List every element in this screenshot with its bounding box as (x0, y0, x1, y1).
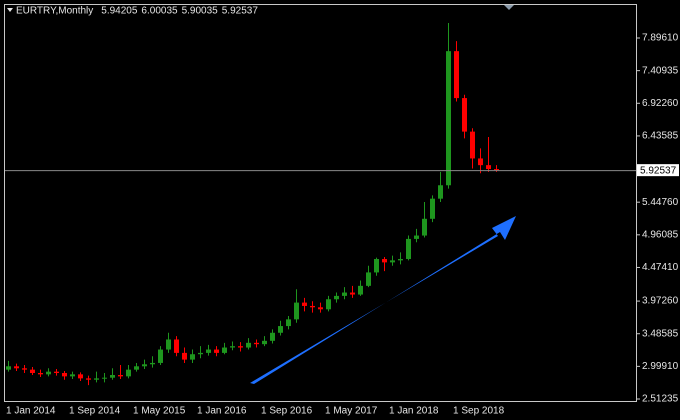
candle-body (86, 378, 91, 380)
candle-body (174, 339, 179, 353)
y-tick-label: 4.47410 (642, 262, 679, 273)
candle-body (158, 349, 163, 363)
price-label: 5.92537 (640, 165, 677, 176)
candle-body (478, 158, 483, 166)
candle-body (198, 352, 203, 355)
y-tick-label: 5.44760 (642, 197, 679, 208)
candle-body (470, 131, 475, 159)
candle-body (414, 235, 419, 239)
candle-body (118, 375, 123, 377)
candle-body (310, 305, 315, 308)
candle-body (374, 259, 379, 273)
candle-body (142, 364, 147, 367)
candle-body (54, 371, 59, 374)
candle-body (222, 347, 227, 353)
candle-body (318, 307, 323, 310)
candle-body (278, 326, 283, 333)
candle-body (398, 259, 403, 261)
x-tick-label: 1 May 2017 (325, 406, 378, 417)
x-tick-label: 1 Jan 2014 (6, 406, 56, 417)
candle-body (262, 340, 267, 345)
price-label-bg (637, 164, 679, 177)
candle-body (230, 346, 235, 348)
candle-body (430, 198, 435, 219)
candle-body (102, 377, 107, 379)
candle-body (302, 302, 307, 306)
y-tick-label: 6.92260 (642, 98, 679, 109)
candle-body (294, 302, 299, 320)
candle-body (182, 352, 187, 360)
candle-body (62, 373, 67, 377)
candle-body (366, 272, 371, 286)
candle-body (150, 362, 155, 365)
candle-body (166, 339, 171, 350)
y-tick-label: 2.99910 (642, 361, 679, 372)
header-value: 5.94205 (101, 6, 138, 17)
candle-body (214, 349, 219, 353)
candle-body (46, 371, 51, 375)
candle-body (190, 354, 195, 360)
y-tick-label: 3.48585 (642, 328, 679, 339)
x-tick-label: 1 Jan 2016 (197, 406, 247, 417)
x-tick-label: 1 Sep 2016 (261, 406, 313, 417)
candle-body (454, 51, 459, 99)
y-tick-label: 2.51235 (642, 394, 679, 405)
candle-body (462, 98, 467, 132)
header-value: 5.90035 (182, 6, 219, 17)
candle-body (22, 368, 27, 370)
shift-marker (504, 5, 514, 10)
candle-body (350, 292, 355, 295)
chart-title: EURTRY,Monthly (16, 6, 93, 17)
candle-body (126, 369, 131, 377)
candle-body (14, 366, 19, 369)
candle-body (270, 332, 275, 341)
candle-body (334, 295, 339, 300)
candle-body (342, 292, 347, 296)
candle-body (78, 374, 83, 379)
candle-body (206, 349, 211, 353)
candle-body (286, 319, 291, 327)
candle-body (246, 342, 251, 348)
candle-body (406, 238, 411, 260)
candle-body (134, 366, 139, 370)
x-tick-label: 1 May 2015 (133, 406, 186, 417)
candle-body (70, 374, 75, 377)
x-tick-label: 1 Sep 2018 (453, 406, 505, 417)
y-tick-label: 7.40935 (642, 65, 679, 76)
header-value: 6.00035 (141, 6, 178, 17)
candle-body (390, 260, 395, 263)
y-tick-label: 3.97260 (642, 296, 679, 307)
candle-body (38, 373, 43, 375)
candle-body (446, 51, 451, 186)
candle-body (30, 369, 35, 374)
candle-body (358, 285, 363, 295)
candle-body (326, 299, 331, 310)
y-tick-label: 7.89610 (642, 33, 679, 44)
candle-body (110, 375, 115, 378)
candle-body (494, 169, 499, 171)
y-tick-label: 4.96085 (642, 229, 679, 240)
candle-body (382, 259, 387, 263)
candle-body (238, 346, 243, 348)
candle-body (422, 218, 427, 236)
menu-triangle (7, 8, 13, 12)
candle-body (6, 366, 11, 370)
candle-body (94, 378, 99, 380)
candle-body (254, 342, 259, 345)
plot-frame (4, 4, 637, 402)
x-tick-label: 1 Sep 2014 (69, 406, 121, 417)
candle-body (438, 185, 443, 199)
header-value: 5.92537 (222, 6, 259, 17)
candle-body (486, 165, 491, 170)
y-tick-label: 6.43585 (642, 131, 679, 142)
x-tick-label: 1 Jan 2018 (389, 406, 439, 417)
